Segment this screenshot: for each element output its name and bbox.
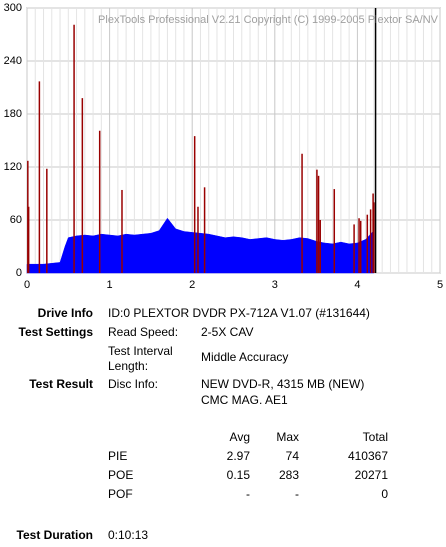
column-header: Max — [276, 430, 299, 444]
row-label: Test Duration — [16, 528, 93, 542]
setting-value: Middle Accuracy — [201, 350, 289, 364]
y-tick-label: 60 — [10, 214, 22, 226]
result-value: NEW DVD-R, 4315 MB (NEW) — [201, 377, 365, 391]
x-tick-label: 1 — [107, 279, 113, 291]
cell: 283 — [278, 468, 299, 482]
watermark: PlexTools Professional V2.21 Copyright (… — [98, 14, 439, 26]
x-tick-label: 5 — [437, 279, 443, 291]
cell: 410367 — [347, 449, 388, 463]
result-label: Disc Info: — [108, 377, 159, 391]
y-tick-label: 0 — [16, 267, 22, 279]
row-label: Test Result — [29, 377, 93, 391]
cell: 74 — [285, 449, 299, 463]
y-tick-label: 300 — [4, 2, 22, 14]
cell: 2.97 — [226, 449, 250, 463]
cell: 0 — [381, 487, 388, 501]
y-tick-label: 180 — [4, 108, 22, 120]
result-value: CMC MAG. AE1 — [201, 393, 288, 407]
x-tick-label: 3 — [272, 279, 278, 291]
row-name: POF — [108, 487, 133, 501]
y-tick-label: 120 — [4, 161, 22, 173]
setting-label: Test Interval Length: — [108, 344, 173, 373]
chart: PlexTools Professional V2.21 Copyright (… — [4, 2, 443, 291]
row-value: ID:0 PLEXTOR DVDR PX-712A V1.07 (#131644… — [108, 306, 370, 320]
row-name: POE — [108, 468, 134, 482]
row-label: Test Settings — [18, 325, 93, 339]
column-header: Total — [362, 430, 388, 444]
row-name: PIE — [108, 449, 128, 463]
y-tick-label: 240 — [4, 55, 22, 67]
row-value: 0:10:13 — [108, 528, 149, 542]
cell: 0.15 — [226, 468, 250, 482]
cell: - — [246, 487, 250, 501]
setting-label: Read Speed: — [108, 325, 179, 339]
x-tick-label: 0 — [24, 279, 30, 291]
x-tick-label: 4 — [354, 279, 360, 291]
x-tick-label: 2 — [189, 279, 195, 291]
setting-value: 2-5X CAV — [201, 325, 254, 339]
cell: 20271 — [354, 468, 388, 482]
column-header: Avg — [229, 430, 250, 444]
row-label: Drive Info — [37, 306, 93, 320]
cell: - — [295, 487, 299, 501]
